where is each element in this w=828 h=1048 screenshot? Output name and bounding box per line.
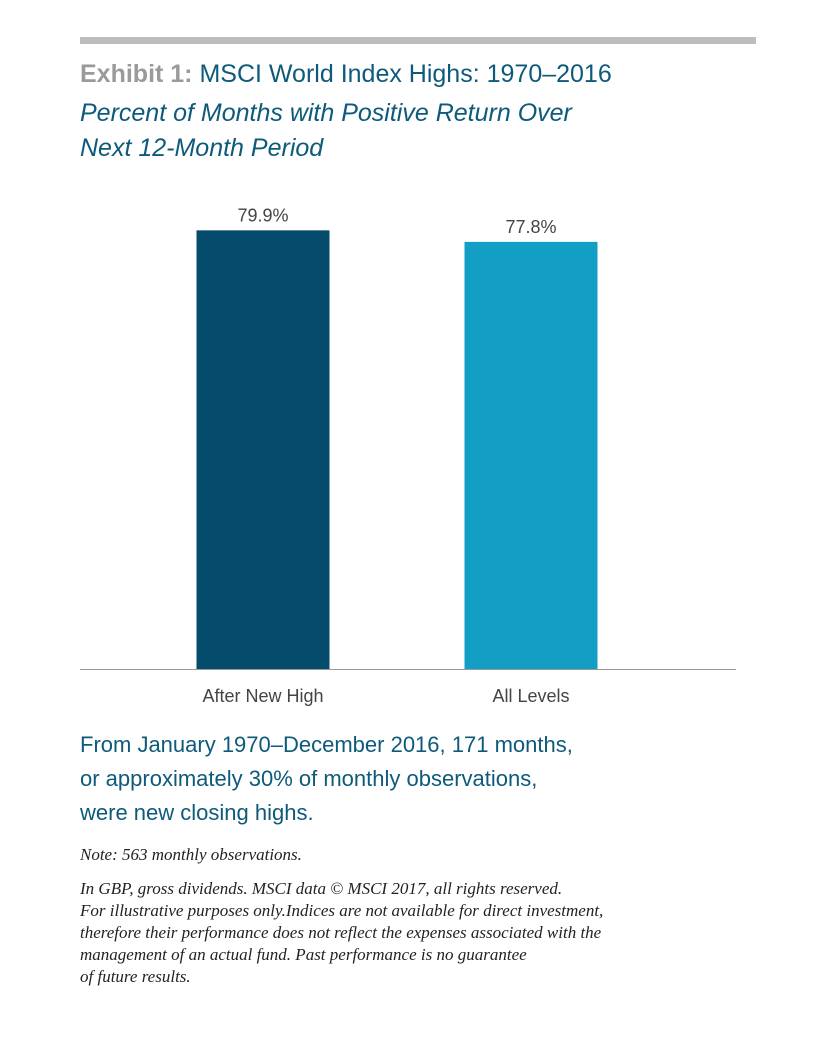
- disclaimer-line-3: therefore their performance does not ref…: [80, 923, 602, 942]
- category-label: After New High: [202, 686, 323, 706]
- disclaimer-line-4: management of an actual fund. Past perfo…: [80, 945, 527, 964]
- disclaimer-line-1: In GBP, gross dividends. MSCI data © MSC…: [80, 879, 563, 898]
- chart-title: Exhibit 1: MSCI World Index Highs: 1970–…: [80, 60, 612, 89]
- data-label: 77.8%: [505, 217, 556, 237]
- bar-all-levels: [464, 241, 598, 669]
- summary-line-3: were new closing highs.: [80, 800, 314, 825]
- disclaimer-line-2: For illustrative purposes only.Indices a…: [80, 901, 604, 920]
- category-label: All Levels: [492, 686, 569, 706]
- top-rule: [80, 37, 756, 44]
- summary-line-2: or approximately 30% of monthly observat…: [80, 766, 538, 791]
- summary-line-1: From January 1970–December 2016, 171 mon…: [80, 732, 573, 757]
- disclaimer-line-5: of future results.: [80, 967, 191, 986]
- data-label: 79.9%: [237, 205, 288, 225]
- bar-after-new-high: [196, 230, 330, 669]
- disclaimer-text: In GBP, gross dividends. MSCI data © MSC…: [80, 878, 760, 988]
- note-text: Note: 563 monthly observations.: [80, 845, 302, 864]
- exhibit-label: Exhibit 1:: [80, 60, 193, 88]
- summary-text: From January 1970–December 2016, 171 mon…: [80, 728, 720, 830]
- chart-subtitle: Percent of Months with Positive Return O…: [80, 96, 680, 166]
- title-text: MSCI World Index Highs: 1970–2016: [199, 60, 612, 88]
- subtitle-line-2: Next 12-Month Period: [80, 134, 324, 162]
- subtitle-line-1: Percent of Months with Positive Return O…: [80, 99, 572, 127]
- bar-chart: 79.9% After New High 77.8% All Levels: [80, 205, 736, 706]
